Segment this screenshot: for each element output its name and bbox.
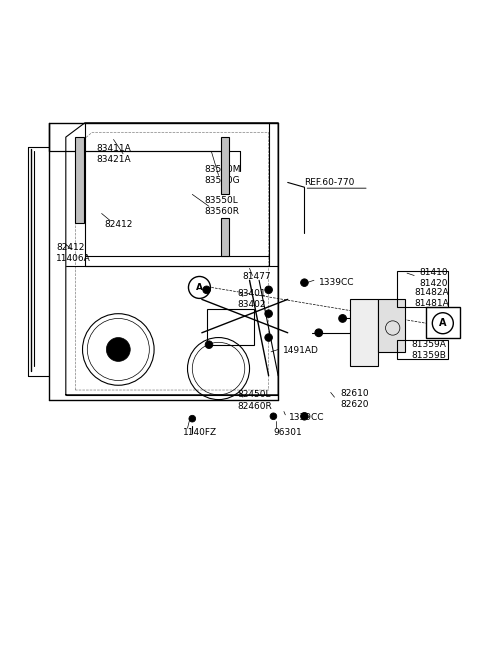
Bar — [75, 137, 84, 223]
Text: 81410
81420: 81410 81420 — [419, 268, 447, 288]
Bar — [426, 306, 459, 338]
Bar — [397, 271, 447, 306]
Text: 81359A
81359B: 81359A 81359B — [412, 340, 447, 361]
Circle shape — [315, 329, 323, 337]
Text: 1491AD: 1491AD — [283, 346, 319, 356]
Bar — [397, 340, 447, 359]
Text: 83530M
83540G: 83530M 83540G — [204, 165, 240, 186]
Text: 82412: 82412 — [104, 220, 132, 229]
Text: 81482A
81481A: 81482A 81481A — [414, 288, 449, 308]
Circle shape — [189, 415, 196, 422]
Text: 1339CC: 1339CC — [289, 413, 324, 422]
Text: 83550L
83560R: 83550L 83560R — [204, 196, 239, 216]
Text: 83401
83402: 83401 83402 — [238, 289, 266, 310]
Circle shape — [270, 413, 277, 420]
Circle shape — [300, 279, 308, 287]
Text: A: A — [196, 283, 203, 292]
Bar — [350, 299, 378, 366]
Circle shape — [203, 286, 210, 294]
Text: 81477: 81477 — [242, 272, 271, 281]
Text: 82450L
82460R: 82450L 82460R — [238, 390, 272, 411]
Bar — [206, 309, 254, 344]
Text: 82610
82620: 82610 82620 — [340, 388, 369, 409]
Bar — [378, 299, 405, 352]
Text: REF.60-770: REF.60-770 — [304, 178, 355, 187]
Circle shape — [107, 338, 130, 361]
Bar — [221, 137, 228, 194]
Text: A: A — [439, 318, 446, 328]
Text: 96301: 96301 — [274, 428, 302, 436]
Circle shape — [300, 413, 308, 420]
Circle shape — [265, 286, 273, 294]
Text: 1140FZ: 1140FZ — [183, 428, 217, 436]
Circle shape — [205, 341, 213, 348]
Text: 81491F: 81491F — [371, 319, 405, 328]
Text: 83411A
83421A: 83411A 83421A — [97, 144, 132, 164]
Bar — [221, 218, 228, 256]
Circle shape — [265, 334, 273, 341]
Circle shape — [265, 310, 273, 318]
Text: 82412
11406A: 82412 11406A — [56, 243, 91, 263]
Circle shape — [339, 315, 347, 322]
Text: 1339CC: 1339CC — [319, 277, 354, 287]
Text: 81471F: 81471F — [371, 340, 405, 349]
